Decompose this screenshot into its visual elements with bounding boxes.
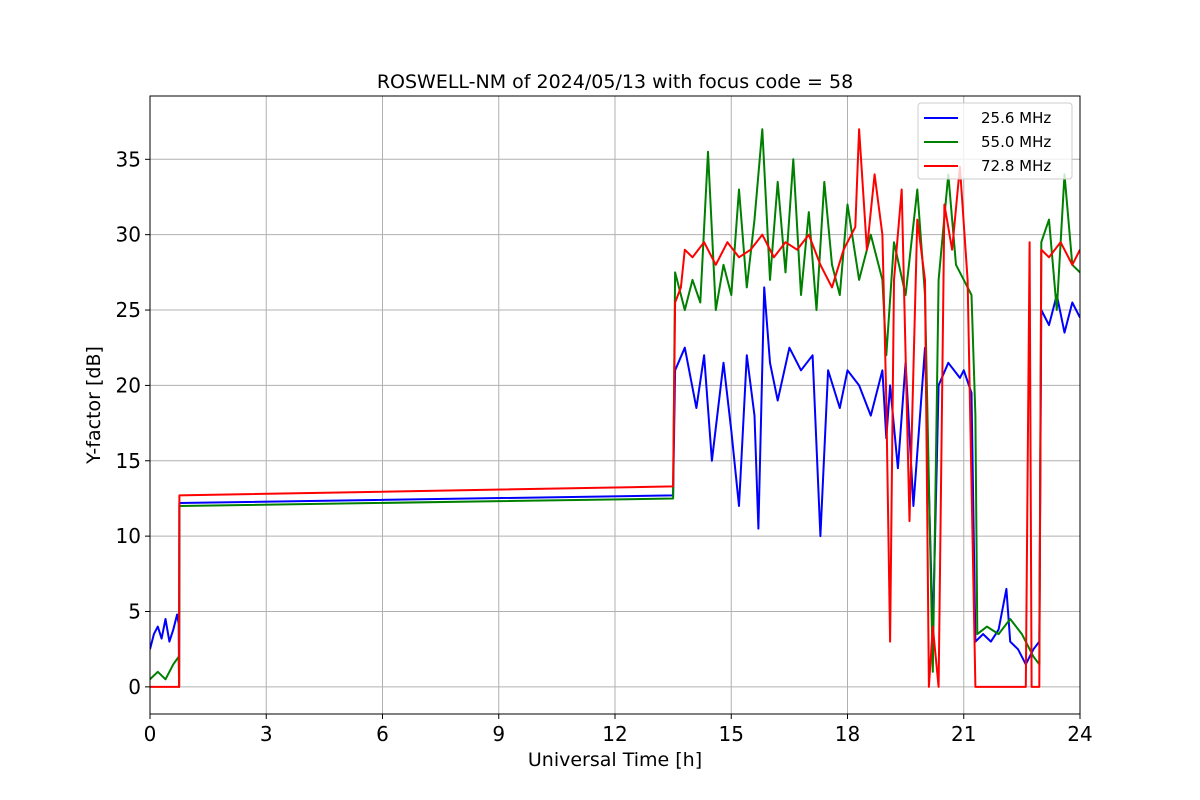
x-axis-label: Universal Time [h] <box>528 749 702 771</box>
series-line-72-8-mhz <box>150 128 1080 688</box>
x-tick-label: 15 <box>719 722 744 746</box>
x-tick-label: 6 <box>376 722 389 746</box>
x-tick-label: 3 <box>260 722 273 746</box>
x-tick-label: 0 <box>144 722 157 746</box>
y-tick-label: 10 <box>116 524 141 548</box>
x-tick-label: 21 <box>951 722 976 746</box>
y-axis: 0 5 10 15 20 25 30 35 <box>116 147 150 699</box>
y-tick-label: 35 <box>116 147 141 171</box>
y-tick-label: 15 <box>116 449 141 473</box>
x-axis: 0 3 6 9 12 15 18 21 24 <box>144 714 1093 746</box>
y-axis-label: Y-factor [dB] <box>83 346 105 465</box>
legend-label-55-0-mhz: 55.0 MHz <box>981 133 1051 151</box>
x-tick-label: 9 <box>492 722 505 746</box>
legend-label-25-6-mhz: 25.6 MHz <box>981 109 1051 127</box>
series-line-55-0-mhz <box>150 128 1080 688</box>
x-tick-label: 18 <box>835 722 860 746</box>
y-tick-label: 25 <box>116 298 141 322</box>
x-tick-label: 12 <box>602 722 627 746</box>
legend: 25.6 MHz 55.0 MHz 72.8 MHz <box>917 102 1073 180</box>
y-tick-label: 30 <box>116 223 141 247</box>
y-tick-label: 0 <box>128 675 141 699</box>
series-line-25-6-mhz <box>150 286 1080 688</box>
legend-label-72-8-mhz: 72.8 MHz <box>981 157 1051 175</box>
y-tick-label: 20 <box>116 373 141 397</box>
series-layer <box>150 128 1080 688</box>
y-tick-label: 5 <box>128 600 141 624</box>
legend-box <box>917 102 1073 180</box>
chart-title: ROSWELL-NM of 2024/05/13 with focus code… <box>377 71 853 93</box>
x-tick-label: 24 <box>1067 722 1092 746</box>
